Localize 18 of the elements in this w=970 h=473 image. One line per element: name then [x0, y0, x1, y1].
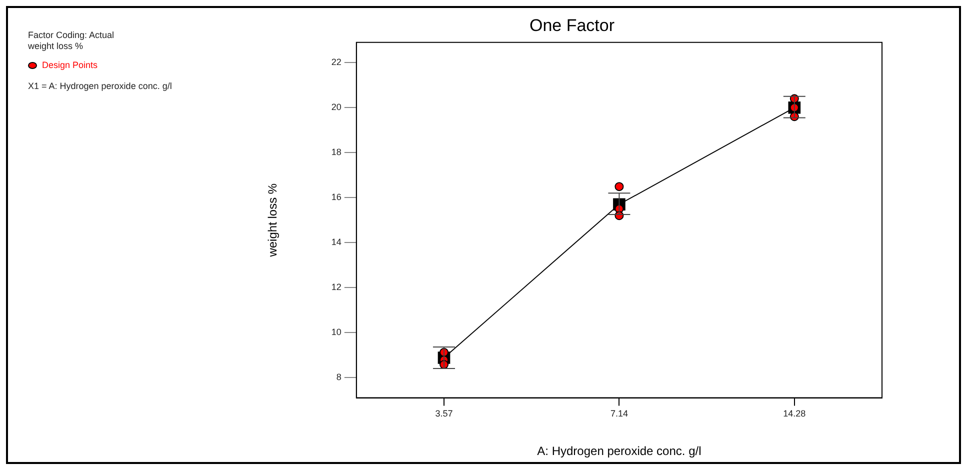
y-tick-label: 8 — [336, 372, 342, 382]
y-tick-label: 10 — [331, 327, 342, 338]
x-tick-label: 14.28 — [783, 408, 806, 419]
x-tick-label: 3.57 — [435, 408, 453, 419]
text: Factor Coding: Actual — [28, 30, 116, 41]
legend-label: Design Points — [42, 60, 98, 71]
y-tick-label: 18 — [331, 147, 342, 158]
chart-title: One Factor — [529, 16, 615, 35]
y-tick-label: 22 — [331, 57, 342, 68]
y-tick-label: 14 — [331, 237, 342, 248]
y-tick-label: 12 — [331, 282, 342, 292]
y-tick-label: 16 — [331, 192, 342, 202]
text: X1 = A: Hydrogen peroxide conc. g/l — [28, 81, 172, 92]
x-tick-label: 7.14 — [610, 408, 628, 419]
text: weight loss % — [28, 41, 84, 52]
x-axis-title: A: Hydrogen peroxide conc. g/l — [537, 444, 702, 458]
y-tick-label: 20 — [331, 102, 342, 112]
y-axis-title: weight loss % — [266, 183, 280, 258]
